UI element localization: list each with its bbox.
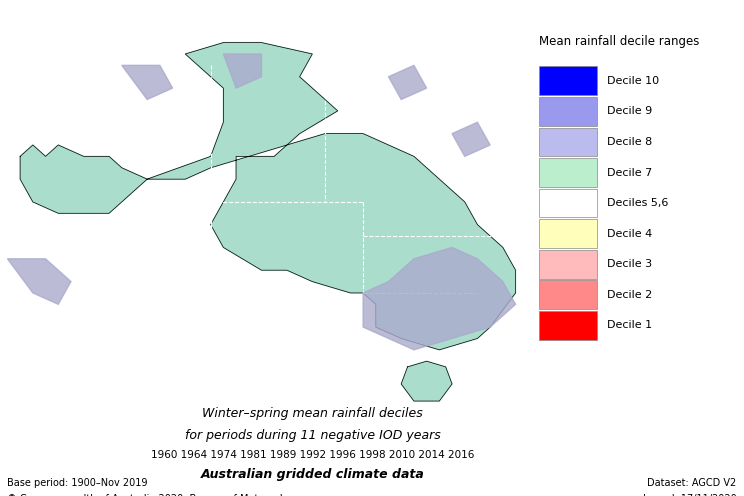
Polygon shape (20, 43, 516, 350)
Bar (539, 250, 597, 279)
Bar (539, 127, 597, 156)
Text: Decile 3: Decile 3 (607, 259, 652, 269)
Text: Issued: 17/11/2020: Issued: 17/11/2020 (643, 494, 737, 496)
Bar (539, 219, 597, 248)
Text: Base period: 1900–Nov 2019: Base period: 1900–Nov 2019 (7, 478, 148, 488)
Text: 1960 1964 1974 1981 1989 1992 1996 1998 2010 2014 2016: 1960 1964 1974 1981 1989 1992 1996 1998 … (151, 450, 474, 460)
Polygon shape (7, 259, 71, 305)
Bar (539, 66, 597, 95)
Text: for periods during 11 negative IOD years: for periods during 11 negative IOD years (185, 429, 440, 441)
Text: © Commonwealth of Australia 2020, Bureau of Meteorology: © Commonwealth of Australia 2020, Bureau… (7, 494, 301, 496)
Text: Decile 8: Decile 8 (607, 137, 652, 147)
Text: Dataset: AGCD V2: Dataset: AGCD V2 (647, 478, 737, 488)
Bar (539, 158, 597, 187)
Text: Decile 4: Decile 4 (607, 229, 652, 239)
Polygon shape (223, 54, 261, 88)
Bar (539, 97, 597, 126)
Polygon shape (401, 361, 452, 401)
Text: Decile 7: Decile 7 (607, 168, 652, 178)
Text: Decile 1: Decile 1 (607, 320, 652, 330)
Bar (539, 311, 597, 340)
Polygon shape (122, 65, 173, 100)
Text: Winter–spring mean rainfall deciles: Winter–spring mean rainfall deciles (202, 407, 423, 420)
Text: Mean rainfall decile ranges: Mean rainfall decile ranges (539, 35, 699, 48)
Polygon shape (363, 248, 516, 350)
Polygon shape (452, 122, 490, 156)
Text: Deciles 5,6: Deciles 5,6 (607, 198, 669, 208)
Polygon shape (388, 65, 426, 100)
Bar (539, 280, 597, 309)
Text: Decile 10: Decile 10 (607, 76, 659, 86)
Text: Decile 2: Decile 2 (607, 290, 652, 300)
Text: Decile 9: Decile 9 (607, 107, 652, 117)
Text: Australian gridded climate data: Australian gridded climate data (201, 468, 424, 481)
Bar (539, 188, 597, 217)
